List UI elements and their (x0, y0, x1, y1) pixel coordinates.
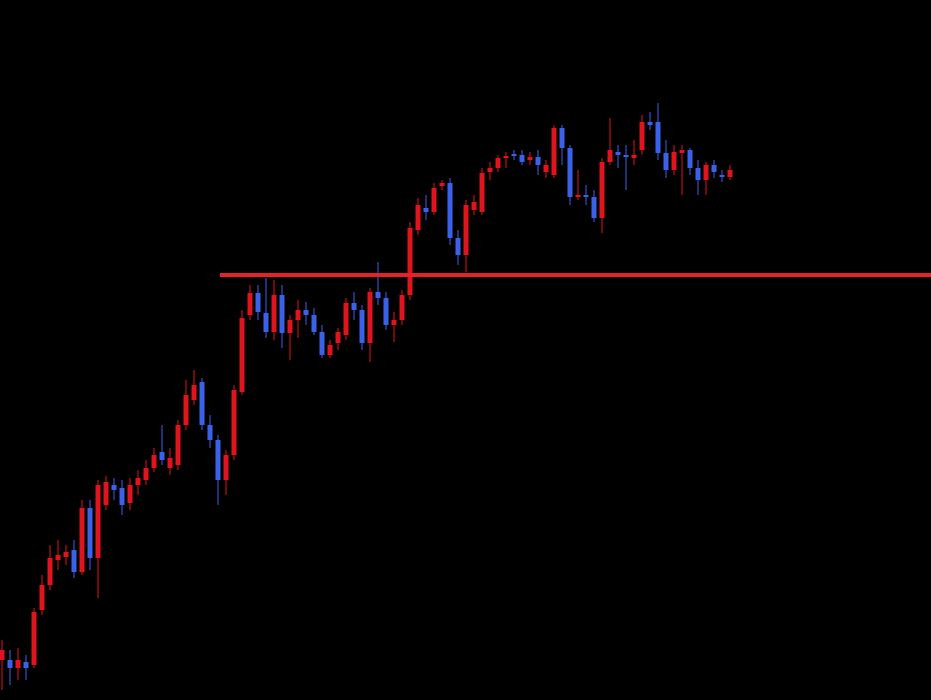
candle-body (295, 310, 301, 320)
candle-body (543, 165, 549, 172)
candle-body (247, 293, 253, 315)
candle-body (0, 650, 5, 660)
candle-body (535, 157, 541, 165)
candle-body (391, 320, 397, 325)
candle-body (559, 128, 565, 148)
candle-body (335, 332, 341, 343)
candle-body (623, 155, 629, 157)
candle-body (711, 165, 717, 172)
candle-body (567, 148, 573, 197)
candle-body (415, 205, 421, 230)
candle-body (39, 585, 45, 610)
candle-body (615, 152, 621, 155)
candle-body (207, 425, 213, 440)
candle-body (175, 425, 181, 465)
candle-body (471, 202, 477, 210)
candle-body (167, 458, 173, 468)
candle-body (375, 292, 381, 298)
candle-body (87, 508, 93, 558)
candle-body (487, 168, 493, 172)
candle-body (503, 156, 509, 158)
candle-body (183, 395, 189, 425)
candle-body (383, 298, 389, 325)
candle-body (519, 155, 525, 162)
candle-body (71, 550, 77, 572)
candle-body (423, 208, 429, 212)
candle-body (311, 315, 317, 332)
candle-body (359, 310, 365, 343)
candle-body (7, 660, 13, 668)
candle-body (223, 455, 229, 480)
candle-body (687, 150, 693, 168)
candle-body (231, 390, 237, 455)
candle-body (719, 175, 725, 177)
candle-body (647, 122, 653, 125)
candle-body (263, 313, 269, 332)
candle-body (255, 293, 261, 312)
candle-body (95, 485, 101, 558)
candle-body (271, 295, 277, 332)
candle-body (351, 303, 357, 310)
candle-body (55, 555, 61, 560)
candle-body (191, 385, 197, 400)
candle-body (407, 228, 413, 295)
candle-body (399, 295, 405, 320)
candle-body (15, 660, 21, 668)
candle-body (447, 183, 453, 238)
candle-body (455, 238, 461, 255)
candle-body (151, 455, 157, 468)
candle-body (439, 183, 445, 186)
candle-body (583, 195, 589, 197)
candle-body (679, 150, 685, 153)
candle-body (695, 168, 701, 180)
candle-body (127, 485, 133, 503)
candle-body (111, 485, 117, 490)
candle-body (327, 345, 333, 355)
candle-body (367, 292, 373, 343)
candle-body (23, 662, 29, 668)
candle-body (495, 158, 501, 168)
candle-body (551, 128, 557, 175)
candle-body (631, 155, 637, 158)
candle-body (47, 558, 53, 585)
candle-body (663, 153, 669, 170)
candle-body (343, 303, 349, 335)
candle-body (527, 157, 533, 160)
candle-body (143, 468, 149, 480)
candle-body (319, 332, 325, 355)
candle-body (303, 310, 309, 315)
candle-body (199, 382, 205, 425)
candle-body (575, 195, 581, 197)
candle-body (463, 205, 469, 255)
candle-body (135, 478, 141, 485)
candle-body (79, 508, 85, 572)
candle-body (703, 165, 709, 180)
candle-body (591, 197, 597, 218)
candle-body (511, 154, 517, 156)
candle-body (159, 452, 165, 460)
candle-body (63, 552, 69, 557)
candle-body (431, 188, 437, 212)
candle-body (215, 440, 221, 480)
candle-body (119, 488, 125, 505)
candle-body (103, 482, 109, 505)
candle-body (599, 162, 605, 218)
candle-body (287, 320, 293, 333)
candle-body (479, 173, 485, 212)
candle-body (727, 170, 733, 177)
candle-body (607, 150, 613, 162)
candle-body (31, 612, 37, 665)
candle-body (279, 295, 285, 333)
candle-body (639, 122, 645, 150)
candle-body (671, 152, 677, 170)
candle-body (239, 318, 245, 392)
candle-body (655, 122, 661, 153)
